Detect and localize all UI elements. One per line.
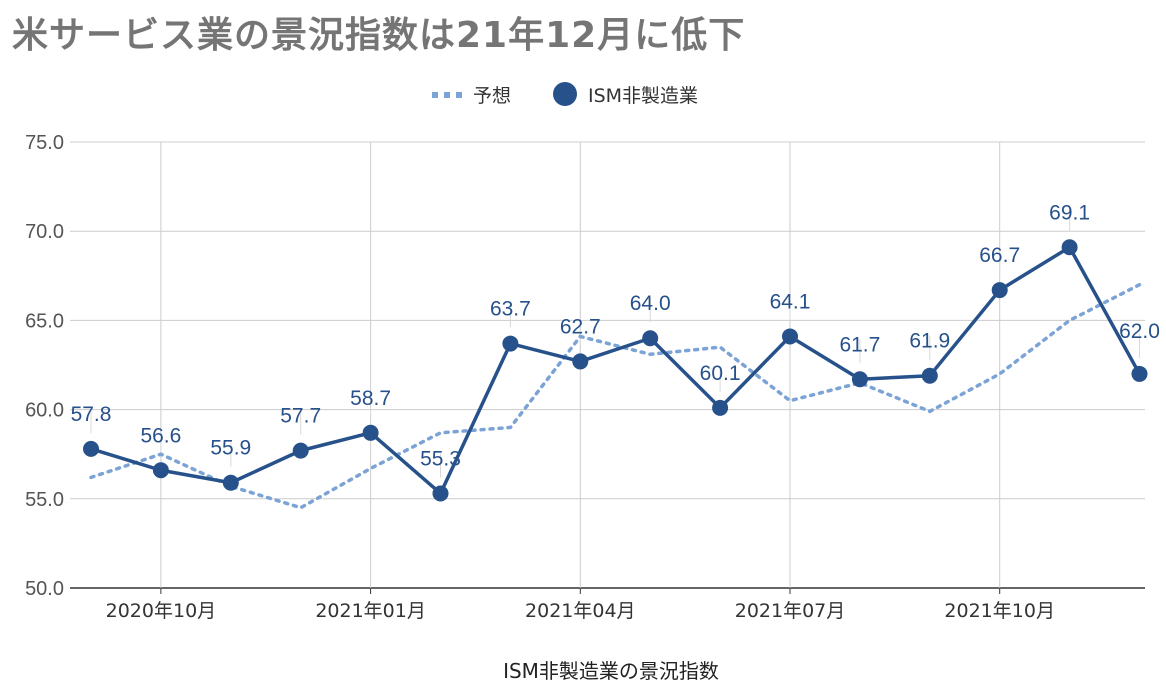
- data-point-ism: [432, 485, 449, 502]
- x-tick-label: 2021年01月: [315, 600, 426, 622]
- y-tick-label: 55.0: [25, 489, 64, 511]
- data-label: 57.7: [280, 405, 321, 428]
- data-point-ism: [83, 440, 99, 457]
- series-line-ism: [90, 245, 1142, 496]
- series-line-forecast: [89, 282, 1142, 510]
- legend-forecast-label: 予想: [473, 85, 511, 107]
- data-label: 60.1: [700, 362, 741, 385]
- x-tick-label: 2020年10月: [106, 600, 217, 622]
- data-label: 57.8: [71, 403, 112, 426]
- data-point-ism: [362, 424, 379, 441]
- grid-layer: [70, 141, 1145, 594]
- data-point-ism: [782, 328, 798, 345]
- data-point-ism: [152, 462, 169, 479]
- data-label: 62.0: [1119, 320, 1160, 343]
- data-label: 64.1: [770, 290, 811, 313]
- legend: 予想 ISM非製造業: [432, 82, 698, 107]
- y-tick-label: 50.0: [25, 578, 64, 600]
- data-label: 66.7: [979, 244, 1020, 267]
- data-label: 55.9: [210, 437, 251, 460]
- legend-ism-swatch: [553, 82, 577, 106]
- data-label: 58.7: [350, 387, 391, 410]
- legend-ism-label: ISM非製造業: [588, 85, 698, 107]
- data-point-ism: [712, 399, 729, 416]
- data-label: 69.1: [1049, 201, 1090, 224]
- data-point-ism: [292, 442, 309, 459]
- data-point-ism: [572, 353, 589, 370]
- data-point-ism: [921, 367, 938, 384]
- data-point-ism: [1061, 239, 1078, 256]
- data-point-ism: [1131, 365, 1148, 382]
- data-labels: 57.8 56.6 55.9 57.7 58.7 55.3 63.7 62.7 64.0 60.1…: [71, 201, 1160, 470]
- data-label: 61.7: [839, 333, 880, 356]
- data-point-ism: [642, 330, 659, 347]
- data-point-ism: [851, 371, 868, 388]
- x-tick-label: 2021年04月: [525, 600, 636, 622]
- y-tick-label: 70.0: [25, 221, 64, 243]
- data-point-ism: [222, 474, 239, 491]
- data-label: 64.0: [630, 292, 671, 315]
- y-axis-ticks: 50.0 55.0 60.0 65.0 70.0 75.0: [25, 132, 64, 600]
- y-tick-label: 60.0: [25, 400, 64, 422]
- data-label: 56.6: [140, 424, 181, 447]
- data-label: 63.7: [490, 298, 531, 321]
- y-tick-label: 75.0: [25, 132, 64, 154]
- x-axis-title: ISM非製造業の景況指数: [503, 659, 719, 683]
- data-point-ism: [502, 335, 519, 352]
- x-tick-label: 2021年10月: [944, 600, 1055, 622]
- chart-title: 米サービス業の景況指数は21年12月に低下: [12, 15, 746, 56]
- data-label: 62.7: [560, 315, 601, 338]
- series-layer: [83, 239, 1148, 510]
- data-point-ism: [991, 282, 1008, 299]
- x-axis-ticks: 2020年10月 2021年01月 2021年04月 2021年07月 2021年10月: [106, 600, 1055, 622]
- x-tick-label: 2021年07月: [735, 600, 846, 622]
- data-label: 61.9: [909, 330, 950, 353]
- y-tick-label: 65.0: [25, 310, 64, 332]
- data-label: 55.3: [420, 447, 461, 470]
